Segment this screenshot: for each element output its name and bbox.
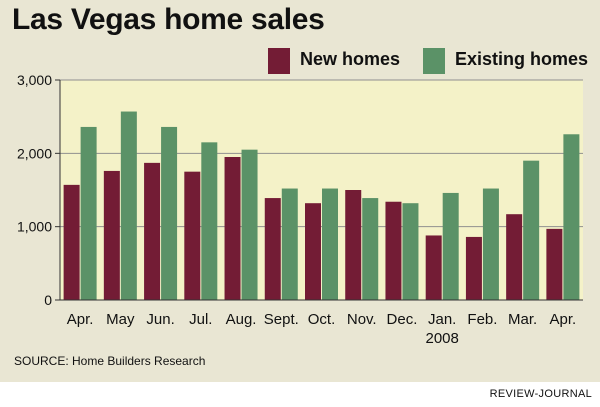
x-tick-label: Dec. bbox=[387, 311, 418, 328]
bar-existing-homes bbox=[120, 111, 137, 301]
legend-swatch-existing-homes bbox=[423, 48, 445, 74]
legend-swatch-new-homes bbox=[268, 48, 290, 74]
bar-new-homes bbox=[425, 235, 442, 300]
x-tick-label: Oct. bbox=[308, 311, 336, 328]
x-tick-label: Feb. bbox=[467, 311, 497, 328]
bar-new-homes bbox=[345, 190, 362, 300]
bar-new-homes bbox=[103, 170, 120, 300]
x-tick-label: Apr. bbox=[550, 311, 577, 328]
bar-existing-homes bbox=[322, 188, 338, 300]
bar-existing-homes bbox=[201, 142, 218, 300]
bar-new-homes bbox=[264, 198, 281, 300]
source-note: SOURCE: Home Builders Research bbox=[14, 354, 206, 368]
bar-existing-homes bbox=[482, 188, 499, 300]
x-tick-sublabel: 2008 bbox=[426, 330, 459, 347]
bar-existing-homes bbox=[402, 203, 419, 300]
y-tick-label: 1,000 bbox=[17, 219, 52, 235]
bar-existing-homes bbox=[241, 149, 258, 300]
bar-chart: 0 1,000 2,000 3,000 Apr. May Jun. Jul. Aug. Sept.… bbox=[17, 72, 583, 347]
bar-new-homes bbox=[546, 228, 563, 300]
x-tick-label: Nov. bbox=[347, 311, 377, 328]
x-tick-label: Jan. bbox=[428, 311, 456, 328]
y-tick-label: 2,000 bbox=[17, 145, 52, 161]
bar-new-homes bbox=[506, 214, 523, 300]
bar-existing-homes bbox=[523, 160, 540, 300]
bar-existing-homes bbox=[362, 198, 379, 300]
x-tick-label: Apr. bbox=[67, 311, 94, 328]
x-tick-label: Jun. bbox=[146, 311, 174, 328]
x-tick-label: Aug. bbox=[226, 311, 257, 328]
bar-new-homes bbox=[465, 236, 482, 300]
publisher-credit: REVIEW-JOURNAL bbox=[489, 388, 592, 400]
bar-new-homes bbox=[63, 184, 80, 300]
bar-new-homes bbox=[385, 201, 402, 300]
x-tick-label: Mar. bbox=[508, 311, 537, 328]
x-tick-label: Sept. bbox=[264, 311, 299, 328]
y-tick-label: 0 bbox=[44, 292, 52, 308]
plot-area bbox=[60, 80, 583, 300]
y-tick-label: 3,000 bbox=[17, 72, 52, 88]
legend-label-existing-homes: Existing homes bbox=[455, 49, 589, 69]
bar-new-homes bbox=[305, 203, 321, 300]
x-tick-label: May bbox=[106, 311, 135, 328]
bar-existing-homes bbox=[281, 188, 298, 300]
bar-existing-homes bbox=[80, 126, 97, 300]
bar-new-homes bbox=[184, 171, 201, 300]
bar-existing-homes bbox=[442, 192, 459, 300]
x-tick-label: Jul. bbox=[189, 311, 212, 328]
bar-existing-homes bbox=[161, 126, 178, 300]
bar-existing-homes bbox=[563, 134, 580, 300]
bar-new-homes bbox=[224, 157, 241, 300]
chart-title: Las Vegas home sales bbox=[12, 3, 325, 36]
bar-new-homes bbox=[144, 162, 161, 300]
legend-label-new-homes: New homes bbox=[300, 49, 401, 69]
